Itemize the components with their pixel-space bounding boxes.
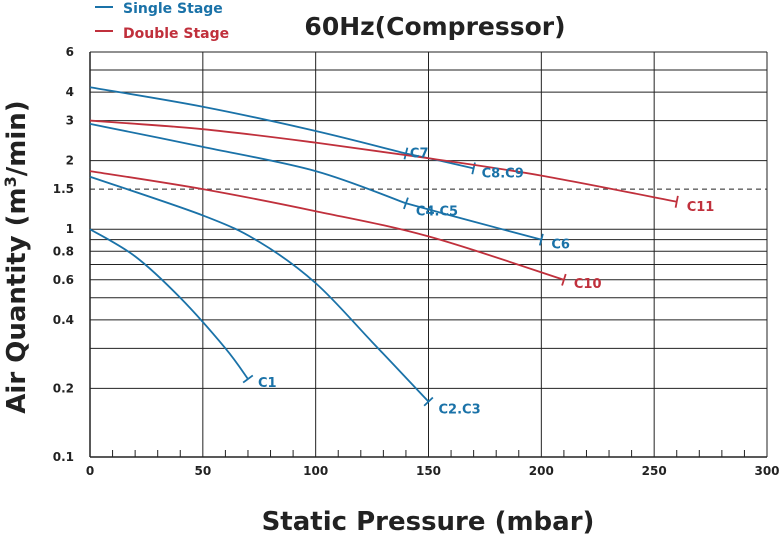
curve-c7 — [89, 86, 407, 155]
y-tick-label: 1 — [66, 222, 74, 236]
y-tick-label: 0.2 — [53, 381, 74, 395]
x-tick-label: 0 — [86, 464, 94, 478]
y-tick-label: 4 — [66, 85, 74, 99]
chart-title: 60Hz(Compressor) — [304, 12, 565, 41]
curve-label-c2-c3: C2.C3 — [439, 403, 481, 418]
curve-c11 — [89, 119, 677, 203]
legend: Single Stage Double Stage — [95, 1, 229, 42]
y-axis-title: Air Quantity (m3/min) — [1, 100, 32, 413]
y-tick-label: 0.8 — [53, 244, 74, 258]
y-tick-label: 3 — [66, 114, 74, 128]
x-tick-label: 150 — [416, 464, 441, 478]
curve-c6 — [405, 202, 542, 241]
curve-c2-c3 — [89, 175, 430, 403]
grid — [89, 51, 768, 458]
x-tick-label: 250 — [642, 464, 667, 478]
curves — [89, 86, 679, 407]
y-tick-label: 6 — [66, 45, 74, 59]
curve-label-c11: C11 — [687, 200, 715, 215]
curve-end-tick — [538, 233, 544, 246]
x-tick-label: 50 — [194, 464, 211, 478]
y-tick-label: 1.5 — [53, 182, 74, 196]
x-tick-label: 200 — [529, 464, 554, 478]
curve-c1 — [89, 228, 249, 380]
y-tick-label: 2 — [66, 154, 74, 168]
x-tick-label: 100 — [303, 464, 328, 478]
curve-end-tick — [242, 374, 254, 384]
curve-c4-c5 — [89, 123, 407, 205]
y-tick-label: 0.1 — [53, 450, 74, 464]
curve-end-tick — [674, 195, 679, 208]
curve-end-tick — [561, 273, 567, 286]
tick-labels: 0 50 100 150 200 250 300 0.1 0.2 0.4 0.6 0.8 1 1.5 2 3 4… — [53, 45, 780, 478]
y-tick-label: 0.4 — [53, 313, 74, 327]
curve-label-c6: C6 — [551, 238, 570, 253]
curve-label-c7: C7 — [410, 147, 429, 162]
y-axis-title-tail: /min) — [2, 100, 32, 176]
y-axis-title-main: Air Quantity (m — [2, 187, 32, 413]
curve-label-c4-c5: C4.C5 — [416, 204, 458, 219]
x-axis-title: Static Pressure (mbar) — [262, 507, 595, 537]
curve-label-c1: C1 — [258, 376, 277, 391]
curve-label-c10: C10 — [574, 277, 602, 292]
y-axis-title-superscript: 3 — [1, 176, 20, 187]
legend-single-label: Single Stage — [123, 1, 223, 17]
curve-c10 — [89, 170, 565, 281]
curve-labels: C1 C2.C3 C4.C5 C6 C7 C8.C9 C10 C11 — [258, 147, 714, 418]
legend-double-label: Double Stage — [123, 26, 229, 42]
x-tick-label: 300 — [754, 464, 779, 478]
y-tick-label: 0.6 — [53, 273, 74, 287]
curve-end-tick — [423, 396, 434, 407]
curve-label-c8-c9: C8.C9 — [482, 166, 524, 181]
